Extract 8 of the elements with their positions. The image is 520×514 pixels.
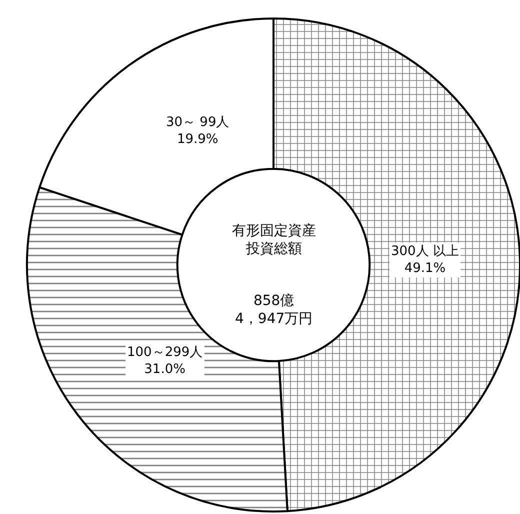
text: 有形固定資産投資総額 (232, 223, 316, 258)
data-label: 31.0% (144, 362, 186, 377)
slice-label: 300人 以上 (391, 244, 459, 259)
slice-label: 30～ 99人 (166, 115, 230, 130)
data-label: 19.9% (176, 132, 218, 147)
text: 858億 4，947万円 (235, 293, 313, 328)
data-label: 49.1% (404, 260, 446, 276)
slice-label: 100～299人 (127, 345, 203, 360)
